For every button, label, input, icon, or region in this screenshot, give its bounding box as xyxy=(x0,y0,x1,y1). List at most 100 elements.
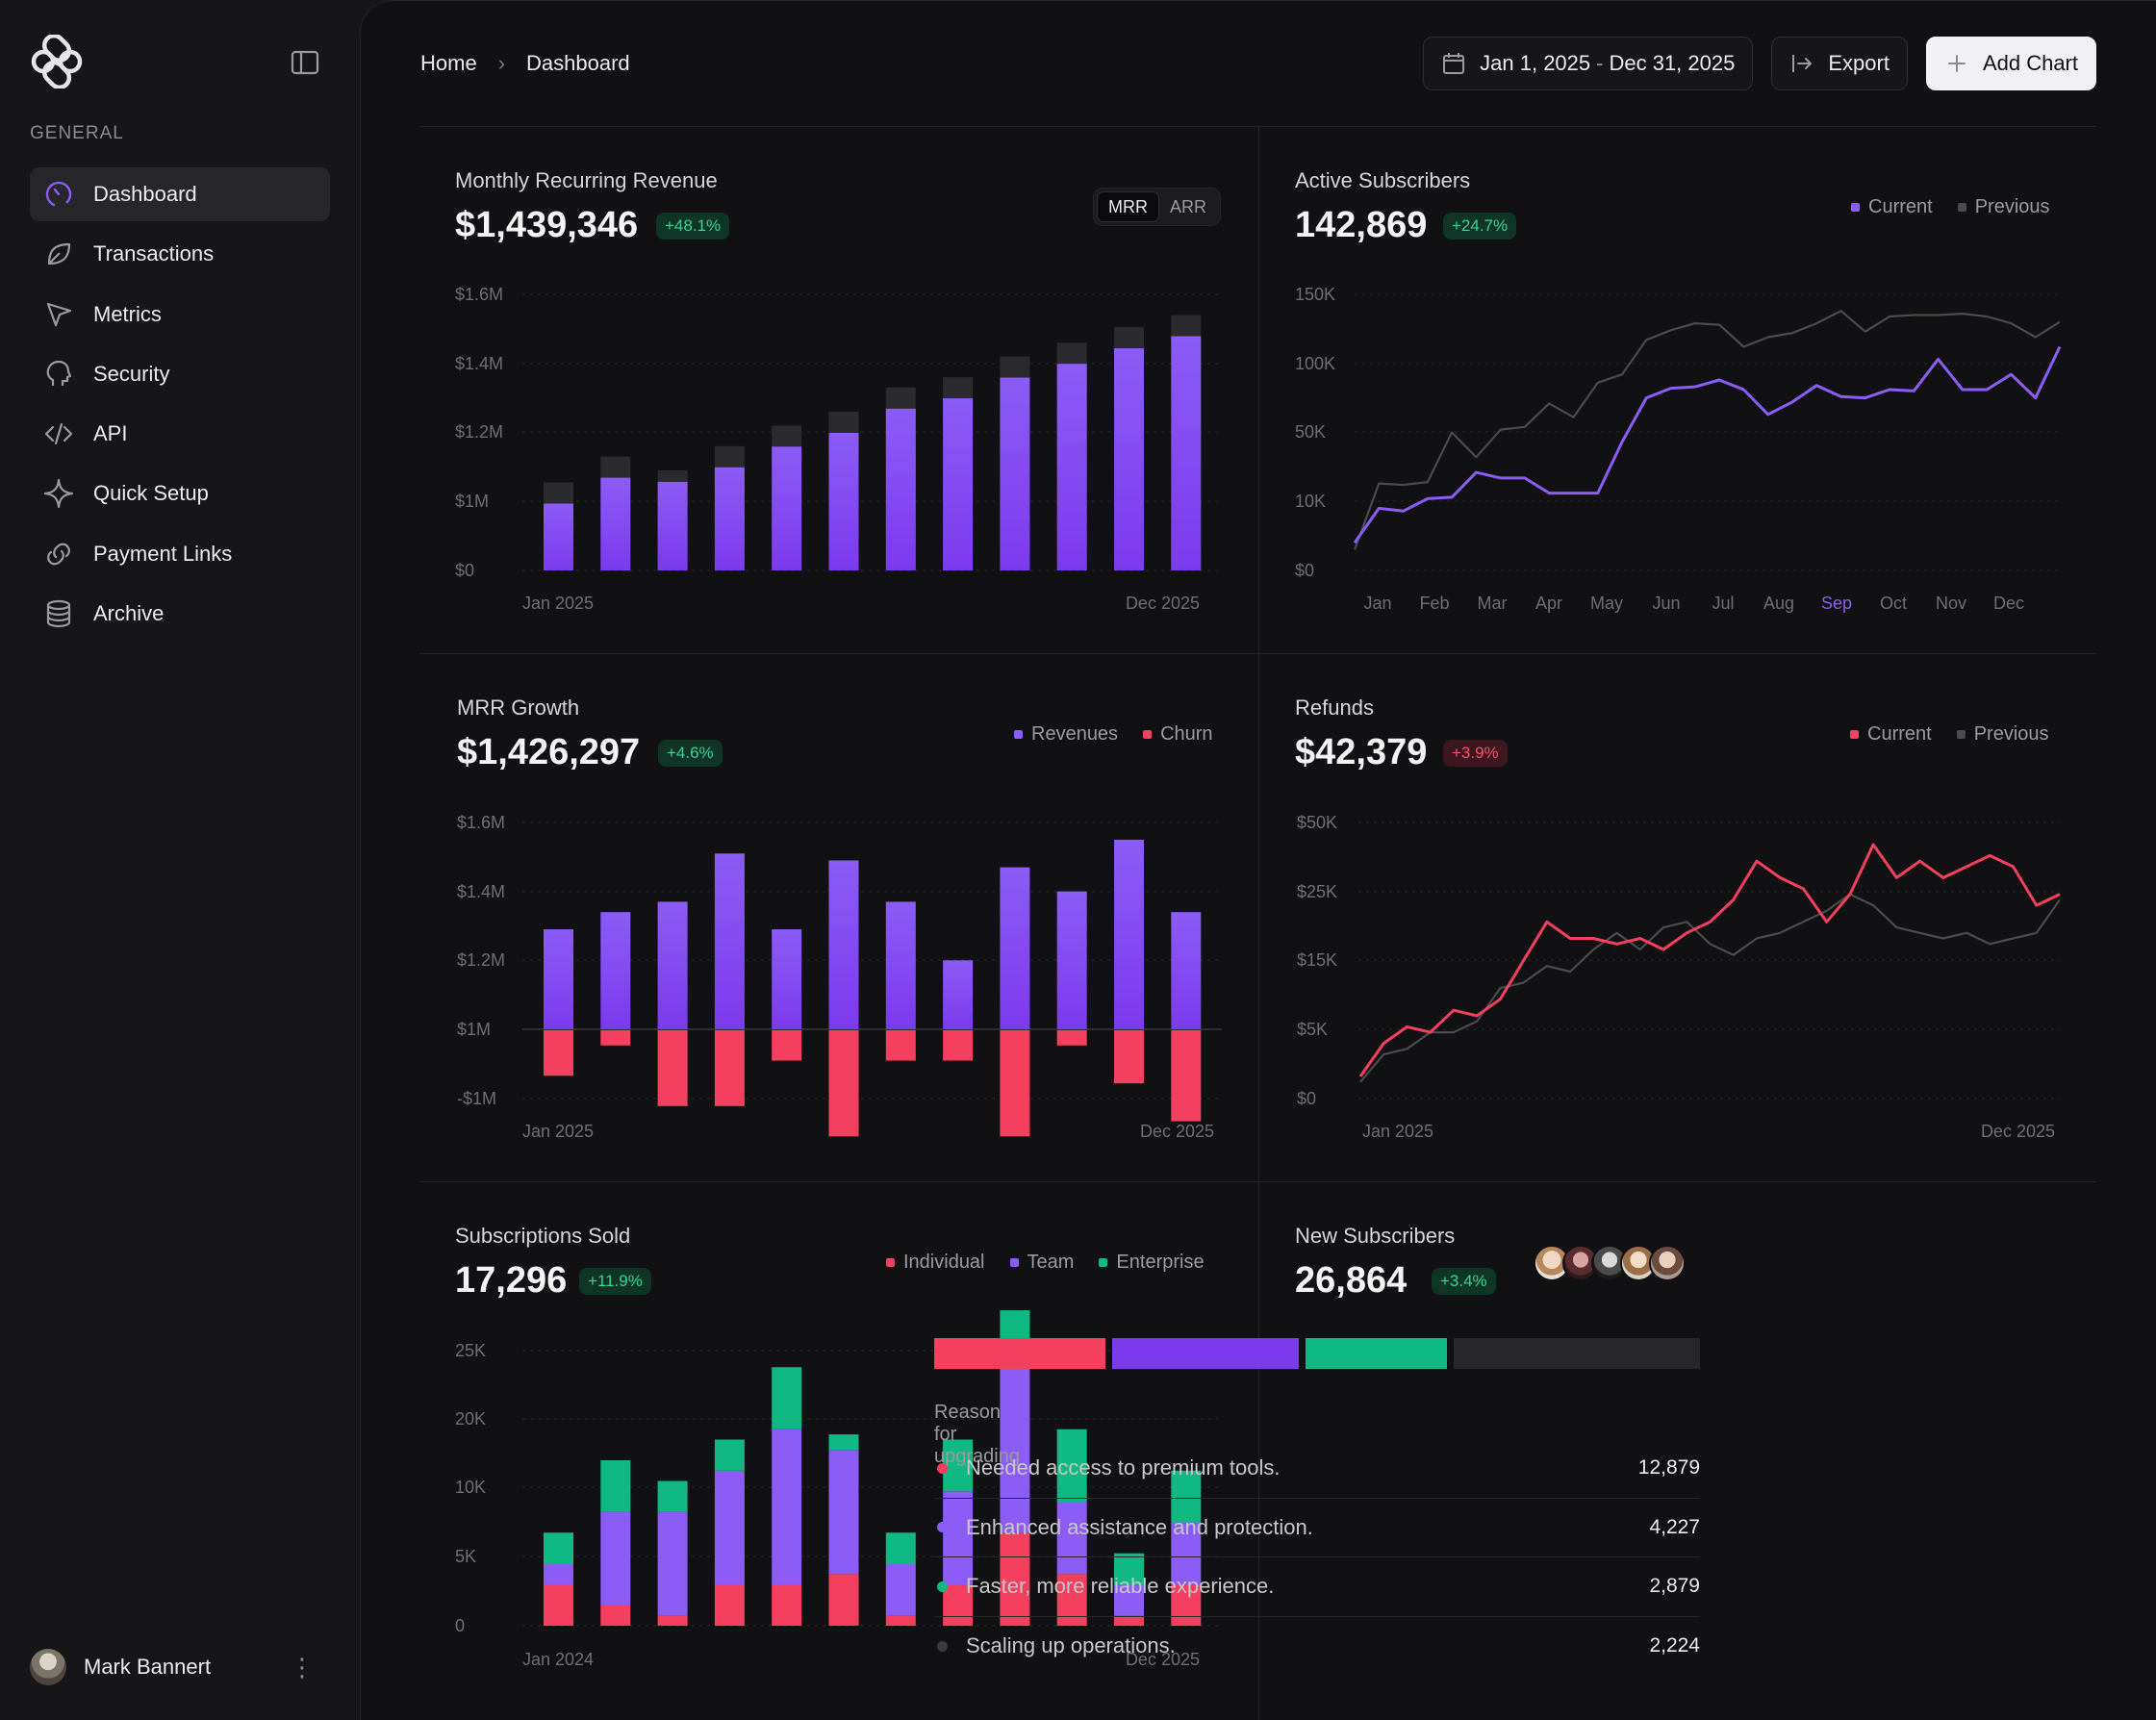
sidebar-item-api[interactable]: API xyxy=(30,407,330,461)
card-title: Subscriptions Sold xyxy=(455,1224,631,1248)
y-tick-label: $1.6M xyxy=(457,813,505,832)
more-options-icon[interactable]: ⋮ xyxy=(290,1653,315,1682)
sidebar-toggle-icon[interactable] xyxy=(290,49,320,76)
change-badge: +4.6% xyxy=(658,740,723,767)
bar-individual xyxy=(943,1584,974,1626)
bar-enterprise xyxy=(772,1367,802,1429)
breadcrumb-current: Dashboard xyxy=(526,51,630,75)
user-name: Mark Bannert xyxy=(84,1655,212,1679)
add-chart-label: Add Chart xyxy=(1982,51,2078,75)
bar-revenue xyxy=(544,929,573,1029)
sidebar-item-label: Payment Links xyxy=(93,541,233,566)
card-title: MRR Growth xyxy=(457,696,580,720)
export-button[interactable]: Export xyxy=(1771,37,1908,90)
y-tick-label: 5K xyxy=(455,1547,476,1566)
segment-assistance xyxy=(1112,1338,1299,1369)
legend-swatch xyxy=(1957,203,1966,212)
card-value: $1,439,346 xyxy=(455,205,639,245)
database-icon xyxy=(46,599,71,628)
cursor-arrow-icon xyxy=(46,302,72,326)
sidebar-item-metrics[interactable]: Metrics xyxy=(30,288,330,341)
sidebar-nav: Dashboard Transactions Metrics Security … xyxy=(30,167,330,646)
avatar-group[interactable] xyxy=(1534,1245,1686,1281)
sidebar-item-dashboard[interactable]: Dashboard xyxy=(30,167,330,221)
bar-team xyxy=(1114,1584,1144,1616)
bar-enterprise xyxy=(885,1532,916,1564)
bar-churn xyxy=(1000,1030,1030,1137)
legend-swatch xyxy=(1014,730,1023,739)
card-title: Refunds xyxy=(1295,696,1374,720)
status-dot xyxy=(937,1462,948,1474)
main-panel: Home › Dashboard Jan 1, 2025 - Dec 31, 2… xyxy=(360,0,2156,1720)
bar-churn xyxy=(1114,1030,1144,1084)
x-tick-label: Sep xyxy=(1821,594,1852,613)
line-previous xyxy=(1359,893,2061,1083)
y-tick-label: $5K xyxy=(1297,1020,1328,1039)
date-range-picker[interactable]: Jan 1, 2025 - Dec 31, 2025 xyxy=(1423,37,1754,90)
y-tick-label: $1M xyxy=(457,1020,491,1039)
sidebar-item-security[interactable]: Security xyxy=(30,347,330,401)
bar-revenue xyxy=(943,960,974,1029)
bar-churn xyxy=(714,1030,745,1106)
y-tick-label: $1.6M xyxy=(455,285,503,304)
legend-swatch xyxy=(1850,730,1859,739)
chevron-right-icon: › xyxy=(497,51,506,75)
gauge-icon xyxy=(45,181,72,208)
y-tick-label: $1M xyxy=(455,492,489,511)
reason-label: Reason for upgrading xyxy=(934,1402,1020,1467)
bar-team xyxy=(714,1470,745,1584)
x-tick-label: Dec 2025 xyxy=(1126,1650,1200,1669)
sidebar-item-transactions[interactable]: Transactions xyxy=(30,227,330,281)
x-tick-label: Nov xyxy=(1936,594,1966,613)
bar-enterprise xyxy=(828,1434,859,1451)
bar-revenue xyxy=(600,912,631,1029)
bar-individual xyxy=(600,1605,631,1626)
legend-swatch xyxy=(886,1258,895,1267)
line-previous xyxy=(1353,310,2061,550)
bar-current xyxy=(714,467,745,570)
legend-swatch xyxy=(1143,730,1153,739)
toggle-arr[interactable]: ARR xyxy=(1170,196,1207,216)
mrr-arr-toggle: MRR ARR xyxy=(1093,188,1222,226)
list-item: Needed access to premium tools. 12,879 xyxy=(934,1439,1700,1499)
chart-legend: Current Previous xyxy=(1851,196,2050,218)
card-value: $1,426,297 xyxy=(457,732,641,772)
bar-individual xyxy=(885,1615,916,1626)
y-tick-label: $1.4M xyxy=(457,882,505,901)
toggle-mrr[interactable]: MRR xyxy=(1097,191,1159,222)
y-tick-label: 100K xyxy=(1295,354,1335,373)
breadcrumb-home[interactable]: Home xyxy=(420,51,477,75)
legend-label: Revenues xyxy=(1031,723,1119,745)
x-tick-label: Jan 2025 xyxy=(522,1122,594,1141)
bar-revenue xyxy=(1114,839,1144,1029)
date-separator: - xyxy=(1596,51,1604,75)
sidebar-item-archive[interactable]: Archive xyxy=(30,587,330,641)
sidebar-item-quick-setup[interactable]: Quick Setup xyxy=(30,467,330,520)
bar-current xyxy=(657,481,688,570)
bar-current xyxy=(600,477,631,570)
y-tick-label: $1.2M xyxy=(457,950,505,970)
sidebar-item-label: Security xyxy=(93,361,170,386)
add-chart-button[interactable]: Add Chart xyxy=(1925,37,2096,90)
bar-team xyxy=(943,1491,974,1584)
head-profile-icon xyxy=(46,360,72,386)
avatar xyxy=(1649,1245,1686,1281)
bar-revenue xyxy=(1171,912,1202,1029)
legend-label: Current xyxy=(1868,196,1933,217)
y-tick-label: $25K xyxy=(1297,882,1337,901)
bar-enterprise xyxy=(1171,1470,1202,1523)
sidebar-item-payment-links[interactable]: Payment Links xyxy=(30,527,330,581)
segment-faster xyxy=(1306,1338,1447,1369)
legend-swatch xyxy=(1851,203,1860,212)
status-dot xyxy=(937,1640,948,1652)
divider xyxy=(419,126,2096,127)
bar-individual xyxy=(657,1615,688,1626)
y-tick-label: $50K xyxy=(1297,813,1337,832)
chart-legend: Revenues Churn xyxy=(1014,723,1213,746)
bar-current xyxy=(1171,336,1202,570)
app-logo-icon[interactable] xyxy=(30,35,84,89)
bar-churn xyxy=(943,1030,974,1061)
x-tick-label: Mar xyxy=(1478,594,1508,613)
legend-item-team: Team xyxy=(1009,1252,1074,1274)
user-profile[interactable]: Mark Bannert ⋮ xyxy=(30,1647,328,1687)
